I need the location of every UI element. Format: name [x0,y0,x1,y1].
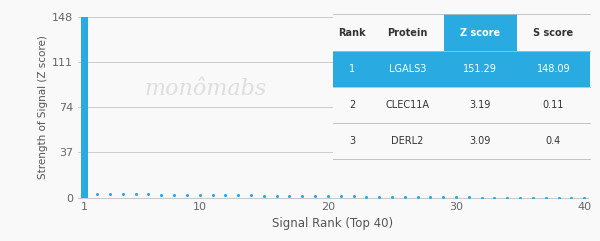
Text: Rank: Rank [338,27,366,38]
Point [298,194,307,198]
Text: CLEC11A: CLEC11A [385,100,430,110]
Text: 0.11: 0.11 [542,100,564,110]
Point [336,194,346,198]
Point [362,194,371,198]
Point [528,196,538,200]
Point [195,193,205,197]
Point [477,196,487,200]
Point [580,196,589,200]
Text: 3: 3 [349,136,355,146]
Point [272,194,281,198]
Point [310,194,320,198]
Text: Z score: Z score [460,27,500,38]
Point [490,196,499,200]
Text: S score: S score [533,27,574,38]
Text: monômabs: monômabs [145,78,266,100]
Point [246,194,256,197]
Point [208,193,217,197]
Point [554,196,563,200]
Point [502,196,512,200]
Point [439,195,448,199]
Point [157,193,166,196]
Point [451,195,461,199]
Point [566,196,576,200]
Text: Protein: Protein [387,27,428,38]
Point [118,192,128,196]
Text: DERL2: DERL2 [391,136,424,146]
Text: 3.19: 3.19 [470,100,491,110]
Point [515,196,525,200]
Text: 0.4: 0.4 [545,136,561,146]
X-axis label: Signal Rank (Top 40): Signal Rank (Top 40) [272,217,394,230]
Text: 3.09: 3.09 [470,136,491,146]
Point [413,195,422,199]
Point [182,193,192,197]
Point [387,195,397,199]
Bar [81,13,88,198]
Point [233,193,243,197]
Point [400,195,410,199]
Y-axis label: Strength of Signal (Z score): Strength of Signal (Z score) [38,35,48,179]
Text: 148.09: 148.09 [536,64,570,74]
Point [221,193,230,197]
Text: 1: 1 [349,64,355,74]
Point [131,192,140,196]
Point [105,192,115,196]
Text: 2: 2 [349,100,355,110]
Text: LGALS3: LGALS3 [389,64,426,74]
Point [464,195,473,199]
Point [169,193,179,197]
Point [349,194,358,198]
Point [92,192,102,196]
Point [425,195,435,199]
Point [143,193,153,196]
Point [541,196,551,200]
Text: 151.29: 151.29 [463,64,497,74]
Point [259,194,269,197]
Point [323,194,332,198]
Point [374,195,384,199]
Point [284,194,294,198]
